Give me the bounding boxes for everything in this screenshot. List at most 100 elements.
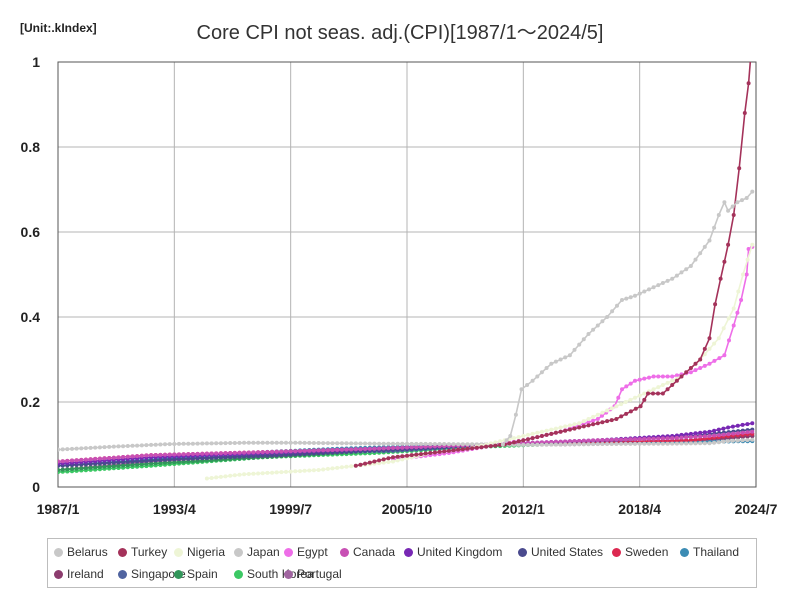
data-point (242, 472, 247, 477)
data-point (544, 432, 549, 437)
x-tick-label: 2005/10 (382, 501, 433, 517)
data-point (83, 466, 88, 471)
data-point (446, 442, 451, 447)
data-point (735, 200, 740, 205)
x-tick-label: 2024/7 (735, 501, 778, 517)
data-point (586, 332, 591, 336)
data-point (698, 366, 703, 370)
data-point (279, 453, 284, 458)
data-point (260, 471, 265, 476)
data-point (624, 296, 629, 301)
data-point (135, 454, 140, 459)
data-point (521, 442, 526, 447)
data-point (102, 464, 107, 469)
data-point (665, 387, 670, 392)
data-point (493, 440, 498, 445)
data-point (498, 439, 503, 444)
data-point (97, 456, 102, 461)
legend-item-singapore: Singapore (118, 567, 186, 581)
legend-label: Japan (247, 545, 280, 559)
data-point (242, 450, 247, 455)
data-point (149, 458, 154, 463)
data-point (688, 366, 693, 370)
data-point (553, 430, 558, 435)
data-point (745, 430, 750, 435)
data-point (93, 445, 98, 450)
data-point (684, 370, 689, 375)
data-point (405, 453, 409, 458)
x-tick-label: 1993/4 (153, 501, 196, 517)
data-point (670, 383, 675, 387)
data-point (665, 374, 670, 379)
legend-label: Portugal (297, 567, 342, 581)
data-point (228, 473, 233, 478)
data-point (330, 448, 335, 452)
data-point (381, 441, 386, 446)
data-point (372, 459, 377, 464)
data-point (535, 430, 540, 435)
data-point (656, 283, 661, 288)
data-point (572, 422, 577, 427)
data-point (237, 454, 242, 459)
data-point (409, 445, 414, 450)
data-point (284, 449, 288, 454)
data-point (558, 442, 563, 447)
data-point (218, 474, 223, 479)
data-point (581, 442, 586, 447)
data-point (693, 361, 698, 366)
data-point (619, 402, 624, 407)
data-point (330, 441, 335, 446)
legend-item-south-korea: South Korea (234, 567, 314, 581)
data-point (325, 448, 330, 453)
data-point (521, 438, 526, 443)
data-point (572, 347, 577, 352)
data-point (651, 285, 656, 290)
data-point (500, 442, 505, 447)
data-point (660, 281, 665, 285)
data-point (265, 440, 270, 445)
data-point (116, 455, 121, 460)
data-point (702, 441, 707, 446)
data-point (519, 387, 524, 392)
data-point (712, 428, 717, 433)
data-point (293, 469, 298, 474)
data-point (619, 414, 624, 419)
data-point (595, 438, 600, 443)
data-point (270, 453, 275, 458)
data-point (391, 441, 395, 446)
data-point (377, 441, 382, 446)
data-point (730, 204, 735, 209)
data-point (79, 466, 84, 471)
data-point (391, 446, 395, 450)
data-point (563, 355, 568, 360)
data-point (549, 427, 554, 432)
data-point (741, 272, 745, 277)
data-point (265, 470, 270, 475)
data-point (88, 465, 93, 470)
data-point (553, 442, 558, 447)
data-point (186, 441, 191, 446)
data-point (414, 441, 419, 446)
data-point (149, 453, 154, 458)
data-point (214, 441, 219, 446)
data-point (130, 454, 135, 459)
data-point (718, 276, 723, 281)
data-point (335, 465, 340, 470)
data-point (693, 437, 698, 442)
series-canada (58, 429, 755, 464)
data-point (218, 441, 223, 446)
data-point (135, 459, 140, 464)
legend-marker (518, 548, 527, 557)
data-point (335, 447, 340, 452)
data-point (633, 406, 638, 411)
data-point (530, 378, 535, 383)
data-point (651, 441, 656, 446)
x-tick-label: 1987/1 (37, 501, 80, 517)
legend-item-egypt: Egypt (284, 545, 328, 559)
data-point (116, 444, 121, 449)
data-point (163, 452, 167, 457)
data-point (190, 441, 195, 446)
data-point (698, 251, 703, 256)
data-point (637, 377, 642, 382)
plot-frame (57, 61, 757, 488)
